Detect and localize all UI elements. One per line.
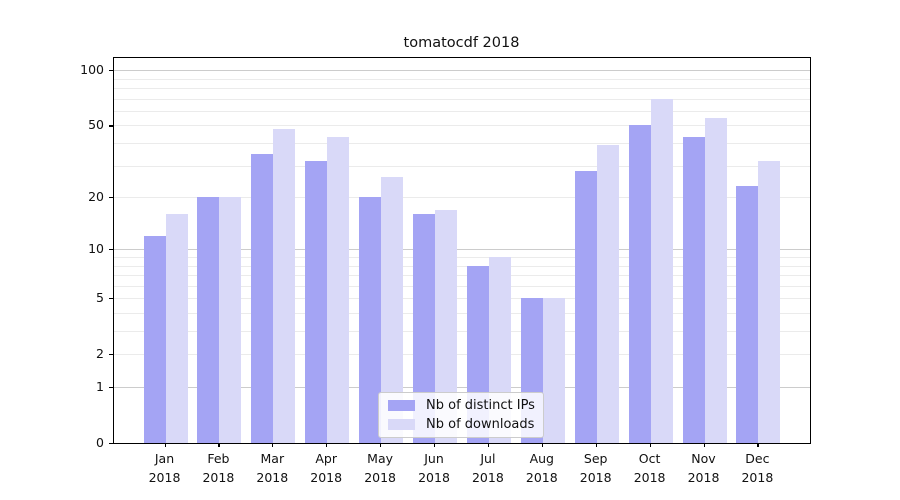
minor-gridline (114, 265, 810, 267)
minor-gridline (114, 165, 810, 167)
legend-swatch-downloads (388, 419, 415, 430)
bar-downloads-sep (596, 145, 619, 443)
x-tick-label: Nov 2018 (687, 451, 720, 485)
y-tick-label: 0 (96, 435, 104, 450)
bar-downloads-oct (650, 98, 673, 443)
x-tick-mark (649, 443, 651, 447)
y-tick-label: 2 (96, 346, 104, 362)
x-tick-label: Aug 2018 (525, 451, 558, 485)
x-tick-label: May 2018 (364, 451, 396, 485)
y-tick-mark (109, 443, 113, 445)
minor-gridline (114, 78, 810, 80)
legend-swatch-distinct-ips (388, 400, 415, 411)
major-gridline (114, 387, 810, 388)
x-tick-mark (595, 443, 597, 447)
bar-downloads-apr (327, 137, 350, 443)
bar-distinct-ips-apr (305, 160, 328, 443)
y-tick-label: 5 (96, 290, 104, 306)
legend-item-downloads: Nb of downloads (388, 417, 534, 432)
minor-gridline (114, 285, 810, 287)
x-tick-label: Feb 2018 (202, 451, 235, 485)
bar-downloads-may (381, 176, 404, 443)
bar-downloads-nov (704, 117, 727, 443)
minor-gridline (114, 143, 810, 145)
bar-downloads-aug (542, 298, 565, 443)
x-tick-label: Jan 2018 (148, 451, 181, 485)
y-tick-mark (109, 125, 113, 127)
bar-downloads-jan (165, 214, 188, 443)
x-tick-label: Dec 2018 (741, 451, 774, 485)
minor-gridline (114, 110, 810, 112)
y-tick-mark (109, 249, 113, 251)
bar-distinct-ips-dec (736, 186, 759, 443)
bar-distinct-ips-jan (143, 235, 166, 443)
x-tick-mark (164, 443, 166, 447)
x-tick-mark (487, 443, 490, 447)
y-tick-label: 20 (88, 189, 104, 205)
minor-gridline (114, 312, 810, 314)
x-tick-label: Jun 2018 (418, 451, 450, 485)
y-tick-label: 10 (88, 241, 104, 257)
legend-item-distinct-ips: Nb of distinct IPs (388, 398, 535, 413)
x-tick-mark (541, 443, 543, 447)
minor-gridline (114, 275, 810, 277)
minor-gridline (114, 298, 810, 300)
bar-distinct-ips-mar (251, 153, 274, 443)
x-tick-mark (326, 443, 328, 447)
y-tick-mark (109, 197, 113, 199)
x-tick-mark (757, 443, 759, 447)
y-tick-label: 1 (96, 379, 104, 394)
y-tick-mark (109, 387, 113, 389)
x-tick-label: Mar 2018 (256, 451, 289, 485)
bar-distinct-ips-sep (574, 170, 597, 443)
y-tick-label: 100 (80, 62, 104, 78)
bar-distinct-ips-may (359, 197, 382, 443)
legend-label-distinct-ips: Nb of distinct IPs (426, 398, 535, 413)
minor-gridline (114, 197, 810, 199)
x-tick-mark (703, 443, 705, 447)
minor-gridline (114, 125, 810, 127)
bar-distinct-ips-nov (682, 137, 705, 443)
bar-distinct-ips-oct (628, 125, 651, 443)
x-tick-label: Apr 2018 (310, 451, 343, 485)
minor-gridline (114, 331, 810, 333)
y-tick-mark (109, 70, 113, 72)
major-gridline (114, 249, 810, 251)
y-tick-mark (109, 354, 113, 356)
legend-label-downloads: Nb of downloads (426, 417, 535, 432)
x-tick-mark (272, 443, 274, 447)
major-gridline (114, 70, 810, 72)
plot-area (113, 57, 811, 444)
bar-downloads-dec (758, 160, 781, 443)
x-tick-label: Sep 2018 (579, 451, 612, 485)
minor-gridline (114, 354, 810, 356)
bar-downloads-feb (219, 197, 242, 443)
bar-downloads-jun (435, 209, 457, 443)
y-tick-label: 50 (88, 117, 104, 133)
chart-title: tomatocdf 2018 (403, 35, 520, 51)
bar-distinct-ips-feb (197, 197, 220, 443)
bar-distinct-ips-jun (413, 214, 435, 443)
x-tick-label: Oct 2018 (633, 451, 666, 485)
legend: Nb of distinct IPs Nb of downloads (378, 392, 544, 438)
x-tick-mark (218, 443, 220, 447)
minor-gridline (114, 98, 810, 100)
minor-gridline (114, 257, 810, 258)
minor-gridline (114, 88, 810, 90)
bar-downloads-mar (273, 128, 296, 443)
x-tick-label: Jul 2018 (471, 451, 504, 485)
x-tick-mark (380, 443, 382, 447)
x-tick-mark (434, 443, 436, 447)
y-tick-mark (109, 298, 113, 300)
